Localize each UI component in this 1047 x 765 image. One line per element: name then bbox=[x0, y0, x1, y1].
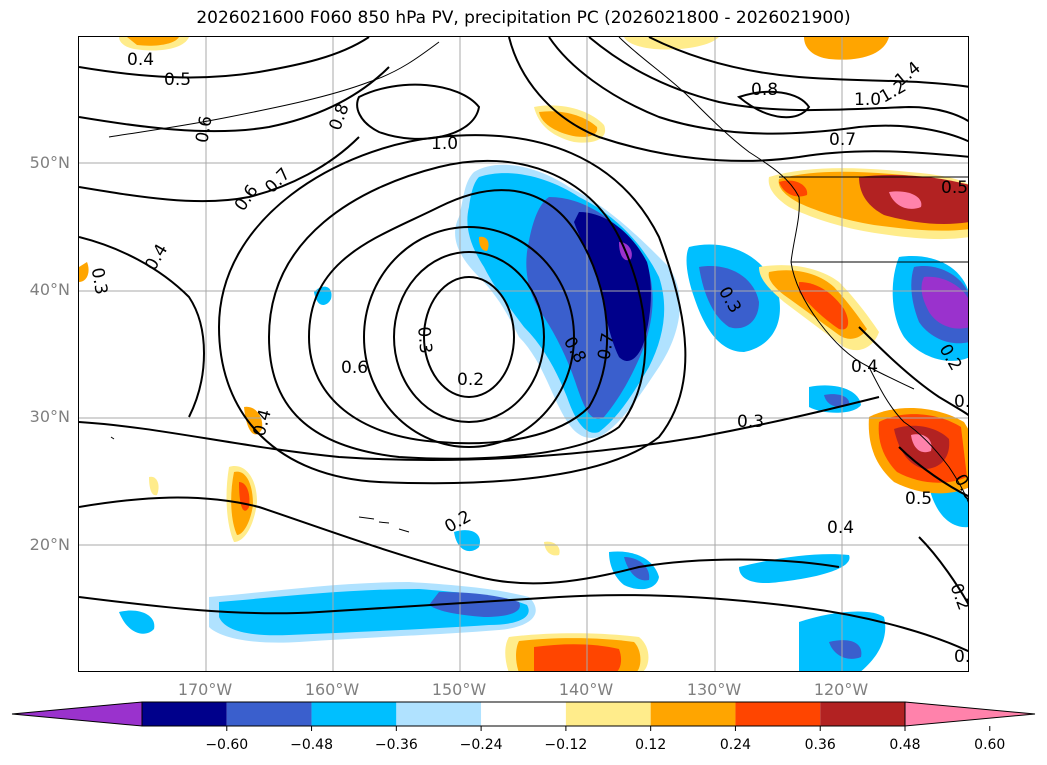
colorbar-cell bbox=[396, 702, 482, 726]
colorbar-cell bbox=[735, 702, 821, 726]
colorbar-tick-label: −0.36 bbox=[374, 737, 418, 753]
colorbar-tick-label: −0.48 bbox=[290, 737, 333, 753]
lat-label-40n: 40°N bbox=[29, 280, 70, 299]
precip-shading bbox=[79, 37, 968, 671]
contour-label: 0.5 bbox=[941, 178, 968, 198]
graticule bbox=[79, 37, 968, 671]
contour-label: 0.8 bbox=[751, 80, 778, 100]
map-frame: 0.4 0.5 0.6 0.8 1.0 0.6 0.7 0.4 0.3 0.3 … bbox=[78, 36, 969, 672]
colorbar-cell bbox=[142, 702, 227, 726]
colorbar-tick-label: 0.12 bbox=[635, 737, 667, 753]
map-plot: 0.4 0.5 0.6 0.8 1.0 0.6 0.7 0.4 0.3 0.3 … bbox=[79, 37, 969, 671]
colorbar-tick-label: 0.48 bbox=[889, 737, 921, 753]
colorbar-tick-label: 0.36 bbox=[804, 737, 836, 753]
contour-label: 0.1 bbox=[954, 392, 969, 412]
colorbar-cell bbox=[481, 702, 566, 726]
contour-labels: 0.4 0.5 0.6 0.8 1.0 0.6 0.7 0.4 0.3 0.3 … bbox=[87, 50, 969, 667]
contour-label: 0.7 bbox=[829, 130, 856, 150]
contour-label: 0.8 bbox=[326, 101, 354, 133]
contour-label: 0.6 bbox=[192, 114, 216, 144]
colorbar-tick-label: 0.24 bbox=[719, 737, 752, 753]
contour-label: 0.4 bbox=[851, 357, 878, 377]
colorbar-extend-min bbox=[11, 701, 143, 727]
colorbar-tick-label: 0.60 bbox=[974, 737, 1006, 753]
contour-label: 0.5 bbox=[905, 489, 932, 509]
contour-label: 1.0 bbox=[854, 90, 881, 110]
contour-label: 0.5 bbox=[164, 70, 191, 90]
colorbar-cell bbox=[650, 702, 736, 726]
lon-label-150w: 150°W bbox=[431, 680, 487, 699]
colorbar-tick-label: −0.12 bbox=[544, 737, 588, 753]
colorbar-cell bbox=[565, 702, 651, 726]
contour-label: 0.7 bbox=[594, 331, 618, 361]
contour-label: 0.4 bbox=[141, 241, 172, 274]
contour-label: 1.0 bbox=[431, 134, 458, 154]
contour-label: 0.6 bbox=[231, 181, 263, 215]
contour-label: 0.4 bbox=[127, 50, 154, 70]
contour-label: 0.3 bbox=[413, 326, 435, 355]
lon-label-160w: 160°W bbox=[304, 680, 360, 699]
colorbar-cell bbox=[820, 702, 905, 726]
lon-label-170w: 170°W bbox=[177, 680, 233, 699]
colorbar-extend-max bbox=[904, 701, 1036, 727]
colorbar-cell bbox=[226, 702, 312, 726]
lat-label-30n: 30°N bbox=[29, 407, 70, 426]
contour-label: 0.2 bbox=[954, 647, 969, 667]
pv-contours bbox=[79, 37, 968, 653]
contour-label: 0.2 bbox=[946, 581, 969, 613]
colorbar-tick-label: −0.24 bbox=[459, 737, 503, 753]
map-title: 2026021600 F060 850 hPa PV, precipitatio… bbox=[196, 8, 851, 28]
contour-label: 0.6 bbox=[341, 358, 368, 378]
lon-label-120w: 120°W bbox=[813, 680, 869, 699]
contour-label: 0.2 bbox=[457, 370, 484, 390]
lat-label-50n: 50°N bbox=[29, 153, 70, 172]
contour-label: 0.4 bbox=[827, 518, 854, 538]
colorbar-cell bbox=[311, 702, 397, 726]
lon-label-130w: 130°W bbox=[686, 680, 742, 699]
lat-label-20n: 20°N bbox=[29, 535, 70, 554]
contour-label: 0.3 bbox=[737, 412, 764, 432]
contour-label: 0.3 bbox=[87, 266, 111, 296]
lon-label-140w: 140°W bbox=[558, 680, 614, 699]
colorbar bbox=[11, 701, 1036, 731]
colorbar-tick-label: −0.60 bbox=[205, 737, 249, 753]
